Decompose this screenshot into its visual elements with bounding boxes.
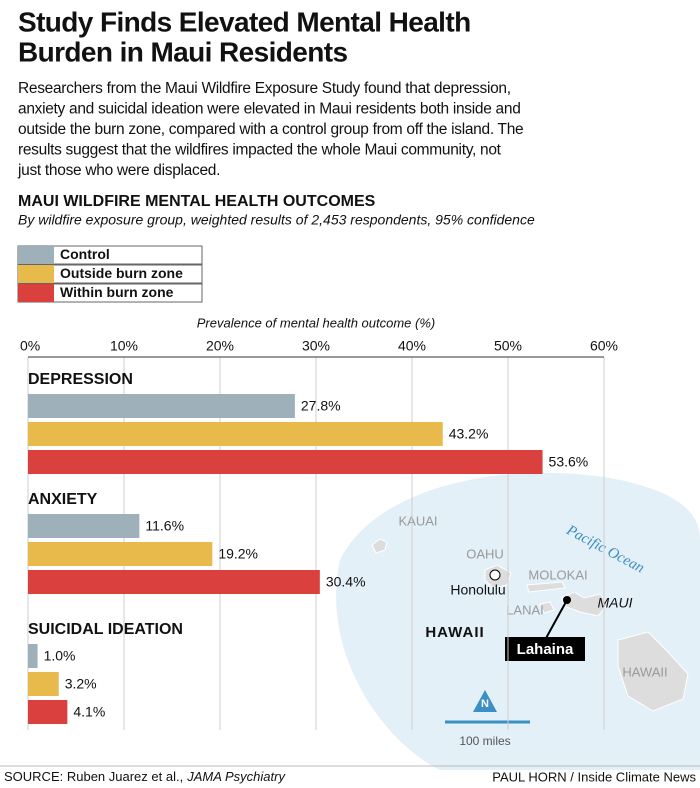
- lahaina-box: [505, 637, 585, 661]
- map-label: OAHU: [466, 546, 504, 561]
- legend-swatch: [18, 265, 54, 283]
- map-sea: [336, 472, 700, 770]
- map-label: N: [481, 698, 489, 710]
- map-label: MAUI: [598, 595, 633, 611]
- map-label: KAUAI: [398, 513, 437, 528]
- value-label: 11.6%: [145, 518, 184, 534]
- bar: [28, 644, 38, 668]
- value-label: 3.2%: [65, 676, 97, 692]
- bar: [28, 394, 295, 418]
- value-label: 19.2%: [218, 546, 258, 562]
- x-axis-label: Prevalence of mental health outcome (%): [197, 315, 435, 330]
- legend-swatch: [18, 284, 54, 302]
- category-label: SUICIDAL IDEATION: [28, 621, 183, 638]
- x-tick-label: 40%: [398, 338, 426, 354]
- island: [371, 538, 388, 554]
- credit: PAUL HORN / Inside Climate News: [492, 769, 696, 784]
- island: [539, 601, 555, 614]
- legend-label: Within burn zone: [60, 284, 174, 300]
- pointer: [544, 599, 568, 641]
- island: [561, 591, 609, 617]
- source: SOURCE: Ruben Juarez et al., JAMA Psychia…: [4, 769, 286, 784]
- source-prefix: SOURCE: Ruben Juarez et al.,: [4, 769, 183, 784]
- x-tick-label: 60%: [590, 338, 618, 354]
- x-tick-label: 30%: [302, 338, 330, 354]
- value-label: 27.8%: [301, 398, 341, 414]
- title: Study Finds Elevated Mental Health: [18, 6, 471, 37]
- value-label: 53.6%: [549, 454, 589, 470]
- lahaina-marker: [563, 596, 571, 604]
- map-label: Lahaina: [517, 641, 574, 658]
- north-arrow: [473, 690, 497, 712]
- value-label: 30.4%: [326, 574, 366, 590]
- category-label: DEPRESSION: [28, 371, 133, 388]
- bar: [28, 570, 320, 594]
- island: [526, 581, 566, 593]
- plot: MAUI WILDFIRE MENTAL HEALTH OUTCOMES By w…: [17, 193, 618, 730]
- bar: [28, 450, 543, 474]
- value-label: 43.2%: [449, 426, 489, 442]
- chart-subtitle: By wildfire exposure group, weighted res…: [18, 212, 535, 228]
- legend-swatch: [18, 246, 54, 264]
- description: Researchers from the Maui Wildfire Expos…: [18, 80, 511, 97]
- map-label: MOLOKAI: [528, 567, 587, 582]
- description: anxiety and suicidal ideation were eleva…: [18, 101, 521, 118]
- legend-label: Control: [60, 246, 110, 262]
- category-label: ANXIETY: [28, 491, 98, 508]
- x-tick-label: 20%: [206, 338, 234, 354]
- map-label: HAWAII: [425, 624, 484, 641]
- description: results suggest that the wildfires impac…: [18, 142, 502, 159]
- map-label: 100 miles: [459, 734, 510, 748]
- island: [617, 631, 689, 712]
- bar: [28, 700, 68, 724]
- title: Burden in Maui Residents: [18, 36, 347, 67]
- x-tick-label: 10%: [110, 338, 138, 354]
- source-publication: JAMA Psychiatry: [186, 769, 286, 784]
- bar: [28, 514, 140, 538]
- bar: [28, 672, 59, 696]
- legend-label: Outside burn zone: [60, 265, 183, 281]
- bar: [28, 542, 213, 566]
- map-label: Honolulu: [450, 582, 505, 598]
- value-label: 4.1%: [73, 704, 105, 720]
- value-label: 1.0%: [44, 648, 76, 664]
- chart-title: MAUI WILDFIRE MENTAL HEALTH OUTCOMES: [18, 193, 376, 210]
- x-tick-label: 50%: [494, 338, 522, 354]
- header: Study Finds Elevated Mental HealthBurden…: [17, 6, 524, 179]
- description: just those who were displaced.: [17, 162, 220, 179]
- honolulu-marker: [489, 569, 501, 581]
- map: Lahaina KAUAI OAHU Honolulu MOLOKAI LANA…: [336, 472, 700, 770]
- bar: [28, 422, 443, 446]
- x-tick-label: 0%: [20, 338, 40, 354]
- map-label: LANAI: [506, 602, 544, 617]
- description: outside the burn zone, compared with a c…: [18, 121, 523, 138]
- map-label: HAWAII: [622, 664, 667, 679]
